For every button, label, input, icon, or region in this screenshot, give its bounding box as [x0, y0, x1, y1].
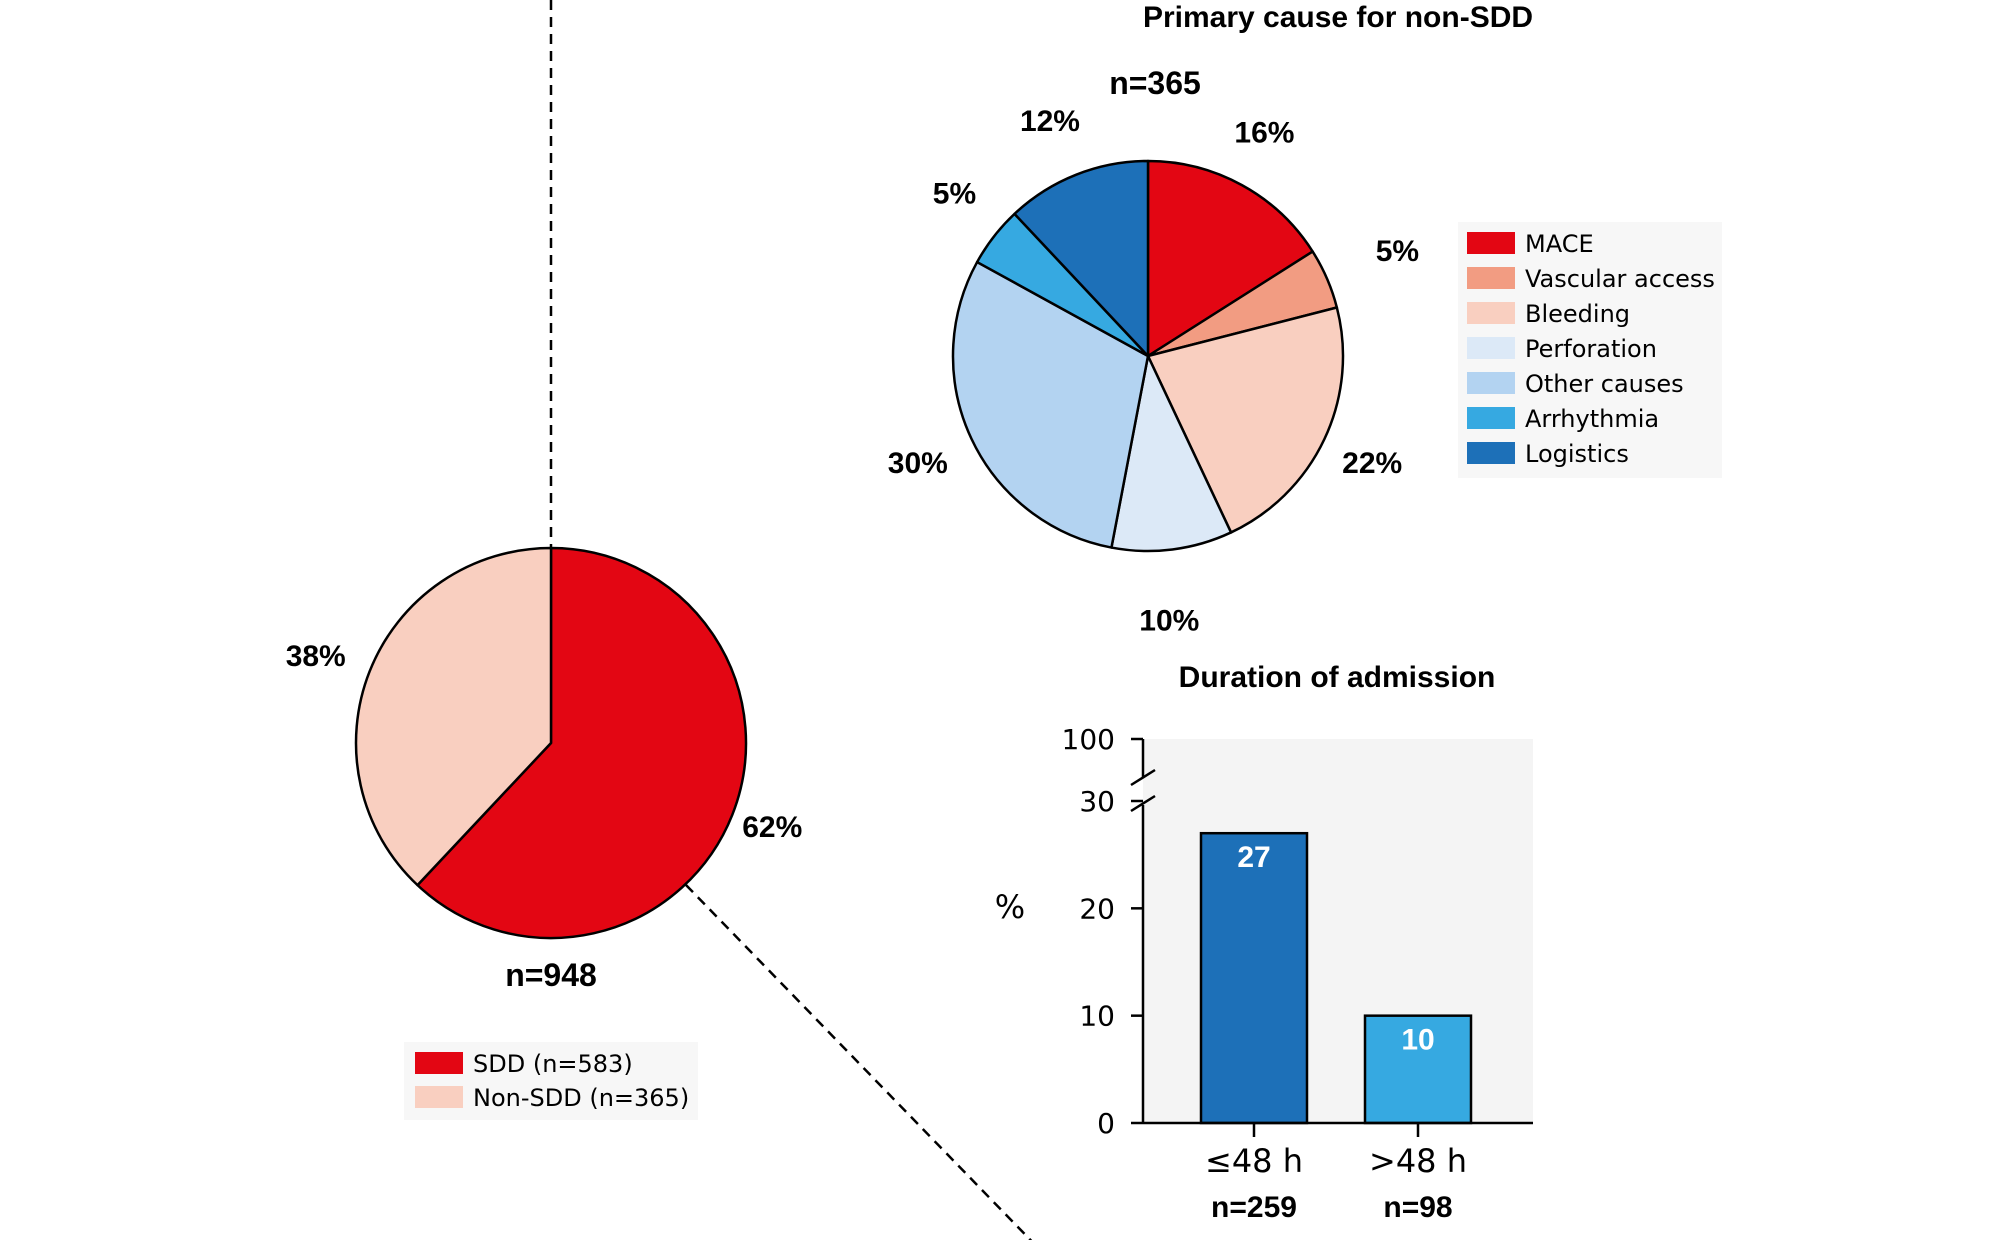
pie-label-sdd-n-583: 62% — [742, 811, 802, 844]
legend-swatch-other-causes — [1467, 372, 1515, 394]
bar-value-label: 10 — [1401, 1024, 1434, 1057]
connector-line-diagonal — [685, 884, 1033, 1240]
duration-chart-title: Duration of admission — [1179, 661, 1496, 694]
pie-slice-bleeding — [1146, 306, 1345, 534]
pie-slice-perforation — [1110, 354, 1233, 553]
legend-label-non-sdd: Non-SDD (n=365) — [473, 1084, 689, 1112]
pie-label-arrhythmia: 5% — [933, 177, 976, 210]
legend-label-perforation: Perforation — [1525, 335, 1657, 363]
pie-label-vascular-access: 5% — [1376, 235, 1419, 268]
overall-pie-n-label: n=948 — [505, 957, 597, 993]
legend-label-logistics: Logistics — [1525, 440, 1629, 468]
x-category-label: ≤48 h — [1205, 1142, 1303, 1180]
bar-le48 — [1199, 831, 1309, 1125]
y-tick-label-30: 30 — [1079, 785, 1115, 818]
causes-pie-n-label: n=365 — [1109, 65, 1201, 101]
y-ticks: 0 10 20 30 100 — [1062, 723, 1143, 1140]
legend-label-mace: MACE — [1525, 230, 1594, 258]
pie-slice-other-causes — [951, 260, 1150, 549]
legend-swatch-bleeding — [1467, 302, 1515, 324]
legend-label-other-causes: Other causes — [1525, 370, 1684, 398]
x-category-label: >48 h — [1369, 1142, 1467, 1180]
legend-swatch-perforation — [1467, 337, 1515, 359]
duration-bars: 27 10 — [1199, 831, 1473, 1125]
causes-legend: MACE Vascular access Bleeding Perforation Ot… — [1458, 222, 1722, 478]
pie-label-other-causes: 30% — [888, 447, 948, 480]
y-tick-label-10: 10 — [1079, 1000, 1115, 1033]
legend-label-vascular-access: Vascular access — [1525, 265, 1715, 293]
y-axis — [1130, 739, 1156, 1123]
x-category-n-label: n=259 — [1211, 1191, 1297, 1224]
pie-slice-sdd-n-583 — [416, 546, 748, 940]
pie-slice-logistics — [1013, 159, 1150, 358]
pie-slice-non-sdd-n-365 — [354, 546, 553, 887]
pie-label-non-sdd-n-365: 38% — [286, 640, 346, 673]
overall-pie: 62% 38% — [286, 546, 802, 940]
legend-label-bleeding: Bleeding — [1525, 300, 1630, 328]
legend-swatch-mace — [1467, 232, 1515, 254]
bar-value-label: 27 — [1237, 841, 1270, 874]
y-tick-label-20: 20 — [1079, 892, 1115, 925]
pie-label-logistics: 12% — [1020, 105, 1080, 138]
causes-pie-title: Primary cause for non-SDD — [1143, 1, 1533, 34]
legend-swatch-arrhythmia — [1467, 407, 1515, 429]
pie-label-mace: 16% — [1234, 116, 1294, 149]
x-category-n-label: n=98 — [1383, 1191, 1452, 1224]
legend-swatch-non-sdd — [415, 1086, 463, 1108]
y-tick-label-100: 100 — [1062, 723, 1115, 756]
legend-label-arrhythmia: Arrhythmia — [1525, 405, 1659, 433]
overall-legend: SDD (n=583) Non-SDD (n=365) — [404, 1042, 698, 1120]
pie-label-bleeding: 22% — [1342, 447, 1402, 480]
pie-label-perforation: 10% — [1139, 605, 1199, 638]
pie-slice-mace — [1146, 159, 1314, 358]
y-axis-label: % — [995, 888, 1025, 926]
legend-swatch-logistics — [1467, 442, 1515, 464]
legend-swatch-vascular-access — [1467, 267, 1515, 289]
legend-label-sdd: SDD (n=583) — [473, 1050, 633, 1078]
legend-swatch-sdd — [415, 1052, 463, 1074]
bar-gt48 — [1363, 1014, 1473, 1125]
y-tick-label-0: 0 — [1097, 1107, 1115, 1140]
x-categories: ≤48 h n=259 >48 h n=98 — [1205, 1123, 1467, 1224]
causes-pie: 16% 5% 22% 10% 30% 5% 12% — [888, 105, 1419, 637]
